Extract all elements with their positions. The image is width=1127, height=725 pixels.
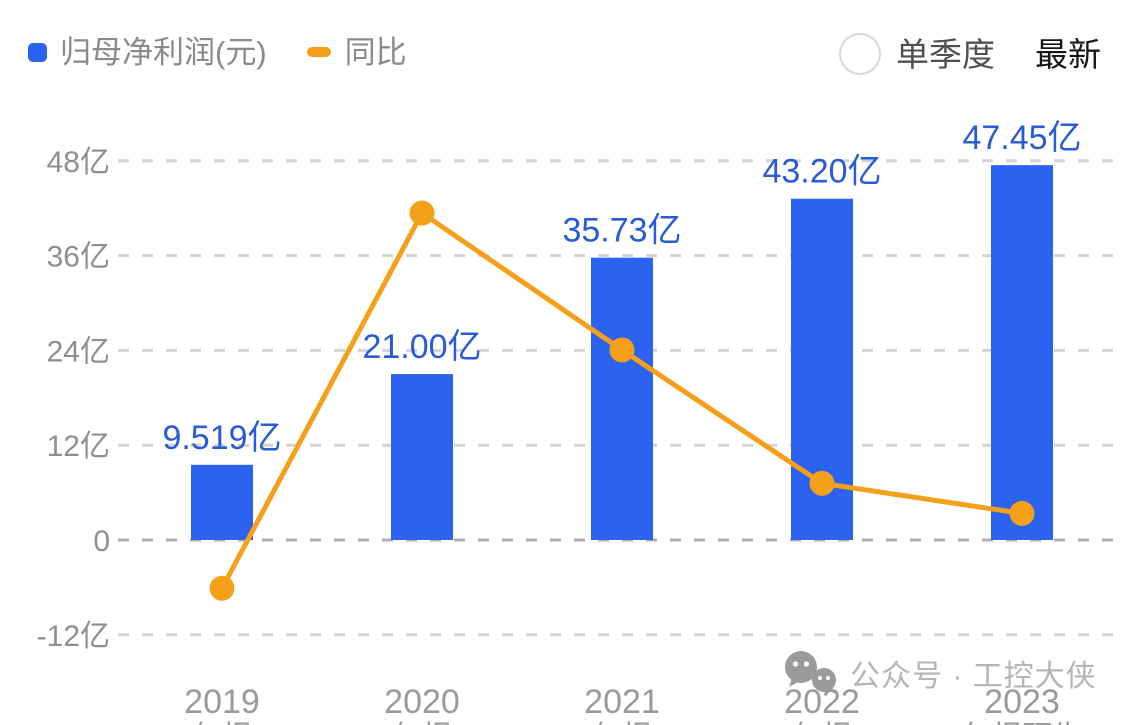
bar-2023[interactable]	[991, 165, 1053, 540]
legend-label-yoy: 同比	[344, 34, 407, 70]
yoy-point-2022[interactable]	[809, 470, 835, 496]
y-axis-tick-24亿: 24亿	[47, 335, 110, 368]
yoy-point-2019[interactable]	[209, 575, 235, 601]
bar-2019[interactable]	[191, 464, 253, 540]
bar-2020[interactable]	[391, 374, 453, 540]
chart-legend: 归母净利润(元) 同比	[28, 30, 407, 74]
legend-item-yoy[interactable]: 同比	[267, 37, 407, 68]
bar-2021[interactable]	[591, 257, 653, 540]
yoy-point-2021[interactable]	[609, 337, 635, 363]
x-axis-label-2019: 2019	[184, 683, 260, 721]
bar-series-swatch-icon	[28, 42, 47, 62]
y-axis-tick-48亿: 48亿	[47, 146, 110, 179]
x-axis-sublabel-2023: 年报预告	[962, 721, 1082, 725]
wechat-icon	[785, 651, 837, 694]
x-axis-label-2021: 2021	[584, 683, 660, 721]
single-quarter-radio[interactable]	[839, 33, 881, 75]
x-axis-sublabel-2019: 年报	[192, 721, 252, 725]
yoy-point-2020[interactable]	[409, 200, 435, 226]
x-axis-label-2023: 2023	[984, 683, 1060, 721]
watermark: 公众号 · 工控大侠	[782, 650, 1097, 696]
y-axis-tick-12亿: 12亿	[47, 430, 110, 463]
line-series-swatch-icon	[306, 47, 331, 57]
bar-value-label-2022: 43.20亿	[762, 153, 881, 191]
legend-label-net-profit: 归母净利润(元)	[60, 34, 267, 70]
single-quarter-label[interactable]: 单季度	[896, 35, 995, 73]
x-axis-label-2020: 2020	[384, 683, 460, 721]
bar-value-label-2023: 47.45亿	[962, 119, 1081, 157]
latest-toggle[interactable]: 最新	[1035, 35, 1101, 73]
x-axis-sublabel-2021: 年报	[592, 721, 652, 725]
bar-value-label-2020: 21.00亿	[362, 328, 481, 366]
watermark-text: 公众号 · 工控大侠	[850, 660, 1097, 693]
x-axis-sublabel-2020: 年报	[392, 721, 452, 725]
y-axis-tick-0: 0	[93, 525, 110, 558]
x-axis-sublabel-2022: 年报	[792, 721, 852, 725]
bar-value-label-2021: 35.73亿	[562, 212, 681, 250]
legend-item-net-profit[interactable]: 归母净利润(元)	[28, 37, 267, 68]
y-axis-tick--12亿: -12亿	[37, 620, 110, 653]
chart-controls: 单季度 最新	[839, 30, 1101, 78]
yoy-point-2023[interactable]	[1009, 500, 1035, 526]
y-axis-tick-36亿: 36亿	[47, 241, 110, 274]
bar-value-label-2019: 9.519亿	[162, 419, 281, 457]
